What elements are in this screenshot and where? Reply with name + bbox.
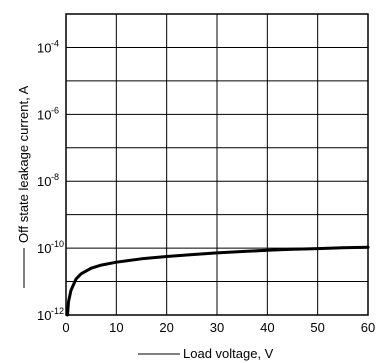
- y-tick-label-1: 10 -10: [37, 239, 64, 256]
- plot-frame: [65, 13, 369, 316]
- y-tick-base-0: 10: [37, 308, 51, 323]
- grid: [66, 14, 368, 315]
- y-tick-exponent-2: -8: [51, 172, 59, 182]
- x-axis-label: Load voltage, V: [183, 346, 274, 361]
- x-tick-label-4: 40: [260, 320, 274, 335]
- y-tick-label-4: 10 -4: [37, 38, 59, 55]
- y-tick-label-2: 10 -8: [37, 172, 59, 189]
- x-tick-label-1: 10: [109, 320, 123, 335]
- y-tick-base-2: 10: [37, 174, 51, 189]
- x-tick-label-0: 0: [62, 320, 69, 335]
- y-tick-exponent-1: -10: [51, 239, 64, 249]
- y-tick-exponent-4: -4: [51, 38, 59, 48]
- y-tick-base-1: 10: [37, 241, 51, 256]
- series-layer: [66, 245, 370, 317]
- x-tick-label-3: 30: [210, 320, 224, 335]
- x-tick-label-5: 50: [310, 320, 324, 335]
- y-tick-exponent-0: -12: [51, 306, 64, 316]
- x-tick-label-6: 60: [361, 320, 375, 335]
- y-axis-title: Off state leakage current, A: [16, 85, 31, 288]
- x-tick-label-2: 20: [159, 320, 173, 335]
- y-tick-base-4: 10: [37, 40, 51, 55]
- y-tick-exponent-3: -6: [51, 105, 59, 115]
- y-axis-label: Off state leakage current, A: [16, 85, 31, 243]
- x-axis-title: Load voltage, V: [138, 346, 274, 361]
- y-tick-base-3: 10: [37, 107, 51, 122]
- y-tick-label-3: 10 -6: [37, 105, 59, 122]
- y-tick-label-0: 10 -12: [37, 306, 64, 323]
- series-line-0: [66, 245, 370, 317]
- x-tick-labels: 0 10 20 30 40 50 60: [62, 320, 375, 335]
